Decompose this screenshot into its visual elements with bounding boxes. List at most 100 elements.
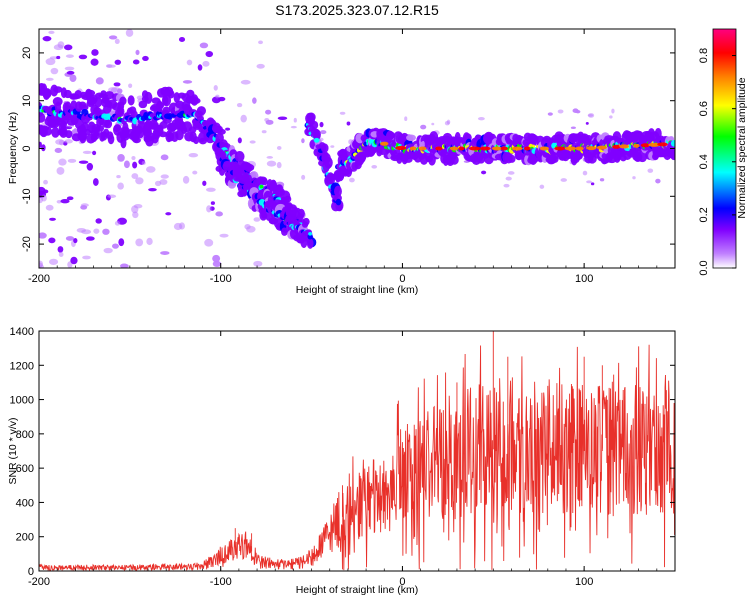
- noise-speckle: [80, 203, 89, 207]
- noise-speckle: [73, 237, 78, 244]
- ridge-halo: [53, 86, 63, 93]
- ridge-halo: [306, 238, 314, 249]
- noise-speckle: [557, 109, 564, 114]
- noise-speckle: [45, 77, 54, 81]
- noise-speckle: [249, 140, 256, 144]
- noise-speckle: [132, 59, 140, 65]
- carrier-hotspot: [633, 143, 640, 148]
- ridge-core: [335, 198, 342, 206]
- noise-speckle: [125, 29, 134, 37]
- ridge-halo: [106, 131, 114, 140]
- spectrogram-y-tick-label: 10: [21, 95, 33, 107]
- ridge-halo: [386, 130, 395, 142]
- noise-speckle: [237, 137, 242, 144]
- noise-speckle: [133, 204, 143, 209]
- noise-speckle: [266, 160, 277, 167]
- noise-speckle: [539, 184, 545, 189]
- ridge-halo: [313, 131, 321, 141]
- noise-speckle: [277, 116, 288, 120]
- ridge-halo: [130, 110, 138, 118]
- snr-x-tick-label: -100: [210, 576, 232, 588]
- ridge-halo: [39, 112, 46, 123]
- snr-y-tick-label: 200: [16, 532, 34, 544]
- spectrogram-x-tick-label: -200: [28, 273, 50, 285]
- noise-speckle: [252, 97, 257, 104]
- noise-speckle: [632, 176, 636, 180]
- noise-speckle: [48, 258, 59, 265]
- noise-speckle: [92, 150, 97, 156]
- spectrogram-x-tick-label: 100: [575, 273, 593, 285]
- ridge-halo: [138, 100, 148, 109]
- noise-speckle: [301, 138, 305, 144]
- ridge-halo: [234, 150, 245, 163]
- snr-x-tick-label: -200: [28, 576, 50, 588]
- carrier-hotspot: [648, 142, 660, 147]
- ridge-halo: [92, 131, 100, 140]
- noise-speckle: [131, 173, 139, 180]
- snr-y-tick-label: 600: [16, 463, 34, 475]
- noise-speckle: [253, 217, 261, 222]
- ridge-halo: [82, 121, 89, 132]
- ridge-halo: [158, 131, 168, 138]
- ridge-halo: [668, 152, 675, 159]
- noise-speckle: [570, 126, 576, 129]
- noise-speckle: [202, 180, 207, 186]
- noise-speckle: [349, 177, 355, 183]
- noise-speckle: [192, 170, 198, 175]
- colorbar-tick-label: 0.8: [698, 48, 710, 63]
- carrier-hotspot: [554, 146, 566, 151]
- colorbar-gradient: [712, 28, 737, 269]
- spectrogram-y-tick-label: -10: [21, 188, 33, 204]
- ridge-halo: [93, 97, 103, 108]
- carrier-hotspot: [394, 146, 407, 151]
- noise-speckle: [293, 117, 297, 123]
- noise-speckle: [135, 238, 144, 247]
- carrier-hotspot: [586, 146, 597, 151]
- ridge-halo: [79, 132, 87, 144]
- ridge-halo: [119, 96, 127, 106]
- ridge-halo: [335, 203, 343, 211]
- spectrogram-heatmap: [39, 29, 675, 268]
- spectrogram-y-tick-label: -20: [21, 236, 33, 252]
- carrier-hotspot: [479, 146, 491, 151]
- noise-speckle: [219, 233, 229, 238]
- snr-y-tick-label: 1400: [10, 326, 34, 338]
- noise-speckle: [179, 222, 185, 230]
- noise-speckle: [240, 114, 247, 123]
- noise-speckle: [202, 60, 210, 67]
- noise-speckle: [65, 54, 74, 58]
- noise-speckle: [197, 64, 203, 71]
- noise-speckle: [131, 156, 136, 161]
- ridge-halo: [508, 154, 516, 163]
- carrier-hotspot: [458, 146, 465, 151]
- noise-speckle: [225, 127, 231, 131]
- noise-speckle: [507, 171, 515, 175]
- noise-speckle: [39, 232, 47, 239]
- noise-speckle: [95, 218, 102, 224]
- ridge-halo: [196, 106, 207, 116]
- ridge-halo: [94, 92, 105, 99]
- ridge-peak: [259, 184, 264, 189]
- noise-speckle: [240, 79, 251, 85]
- ridge-halo: [334, 185, 342, 197]
- carrier-hotspot: [539, 146, 550, 151]
- noise-speckle: [95, 77, 104, 85]
- noise-speckle: [69, 74, 77, 82]
- carrier-hotspot: [449, 146, 459, 151]
- snr-plot-area: [39, 331, 675, 571]
- noise-speckle: [182, 80, 193, 84]
- ridge-halo: [284, 195, 292, 203]
- noise-speckle: [64, 139, 73, 144]
- spectrogram-x-label: Height of straight line (km): [296, 284, 419, 296]
- noise-speckle: [64, 44, 73, 51]
- ridge-halo: [190, 94, 199, 106]
- noise-speckle: [182, 175, 190, 184]
- noise-speckle: [346, 121, 351, 126]
- ridge-halo: [79, 104, 89, 111]
- noise-speckle: [118, 238, 125, 247]
- noise-speckle: [55, 139, 65, 145]
- noise-speckle: [132, 161, 138, 169]
- noise-speckle: [110, 87, 121, 94]
